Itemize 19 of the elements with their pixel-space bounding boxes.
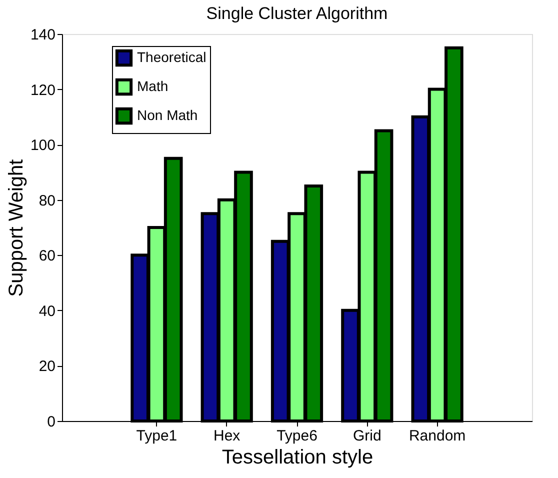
y-tick-label: 140 (30, 26, 56, 44)
y-tick-label: 40 (38, 302, 56, 320)
y-axis-title: Support Weight (5, 158, 28, 297)
y-tick-label: 100 (30, 137, 56, 154)
legend-label: Theoretical (137, 49, 206, 65)
y-tick-label: 120 (30, 82, 56, 99)
legend-label: Non Math (137, 107, 198, 123)
y-tick-label: 60 (38, 248, 56, 265)
legend-label: Math (137, 78, 168, 94)
y-tick-label: 0 (47, 414, 56, 430)
y-tick-label: 20 (38, 358, 56, 376)
x-tick-label: Type6 (276, 428, 318, 444)
x-tick-label: Hex (214, 428, 241, 444)
x-tick-label: Type1 (136, 428, 178, 444)
x-tick-label: Random (408, 428, 466, 444)
x-tick-label: Grid (352, 428, 382, 444)
y-tick-label: 80 (38, 192, 56, 210)
chart-title: Single Cluster Algorithm (206, 4, 388, 23)
x-axis-title: Tessellation style (222, 446, 374, 468)
